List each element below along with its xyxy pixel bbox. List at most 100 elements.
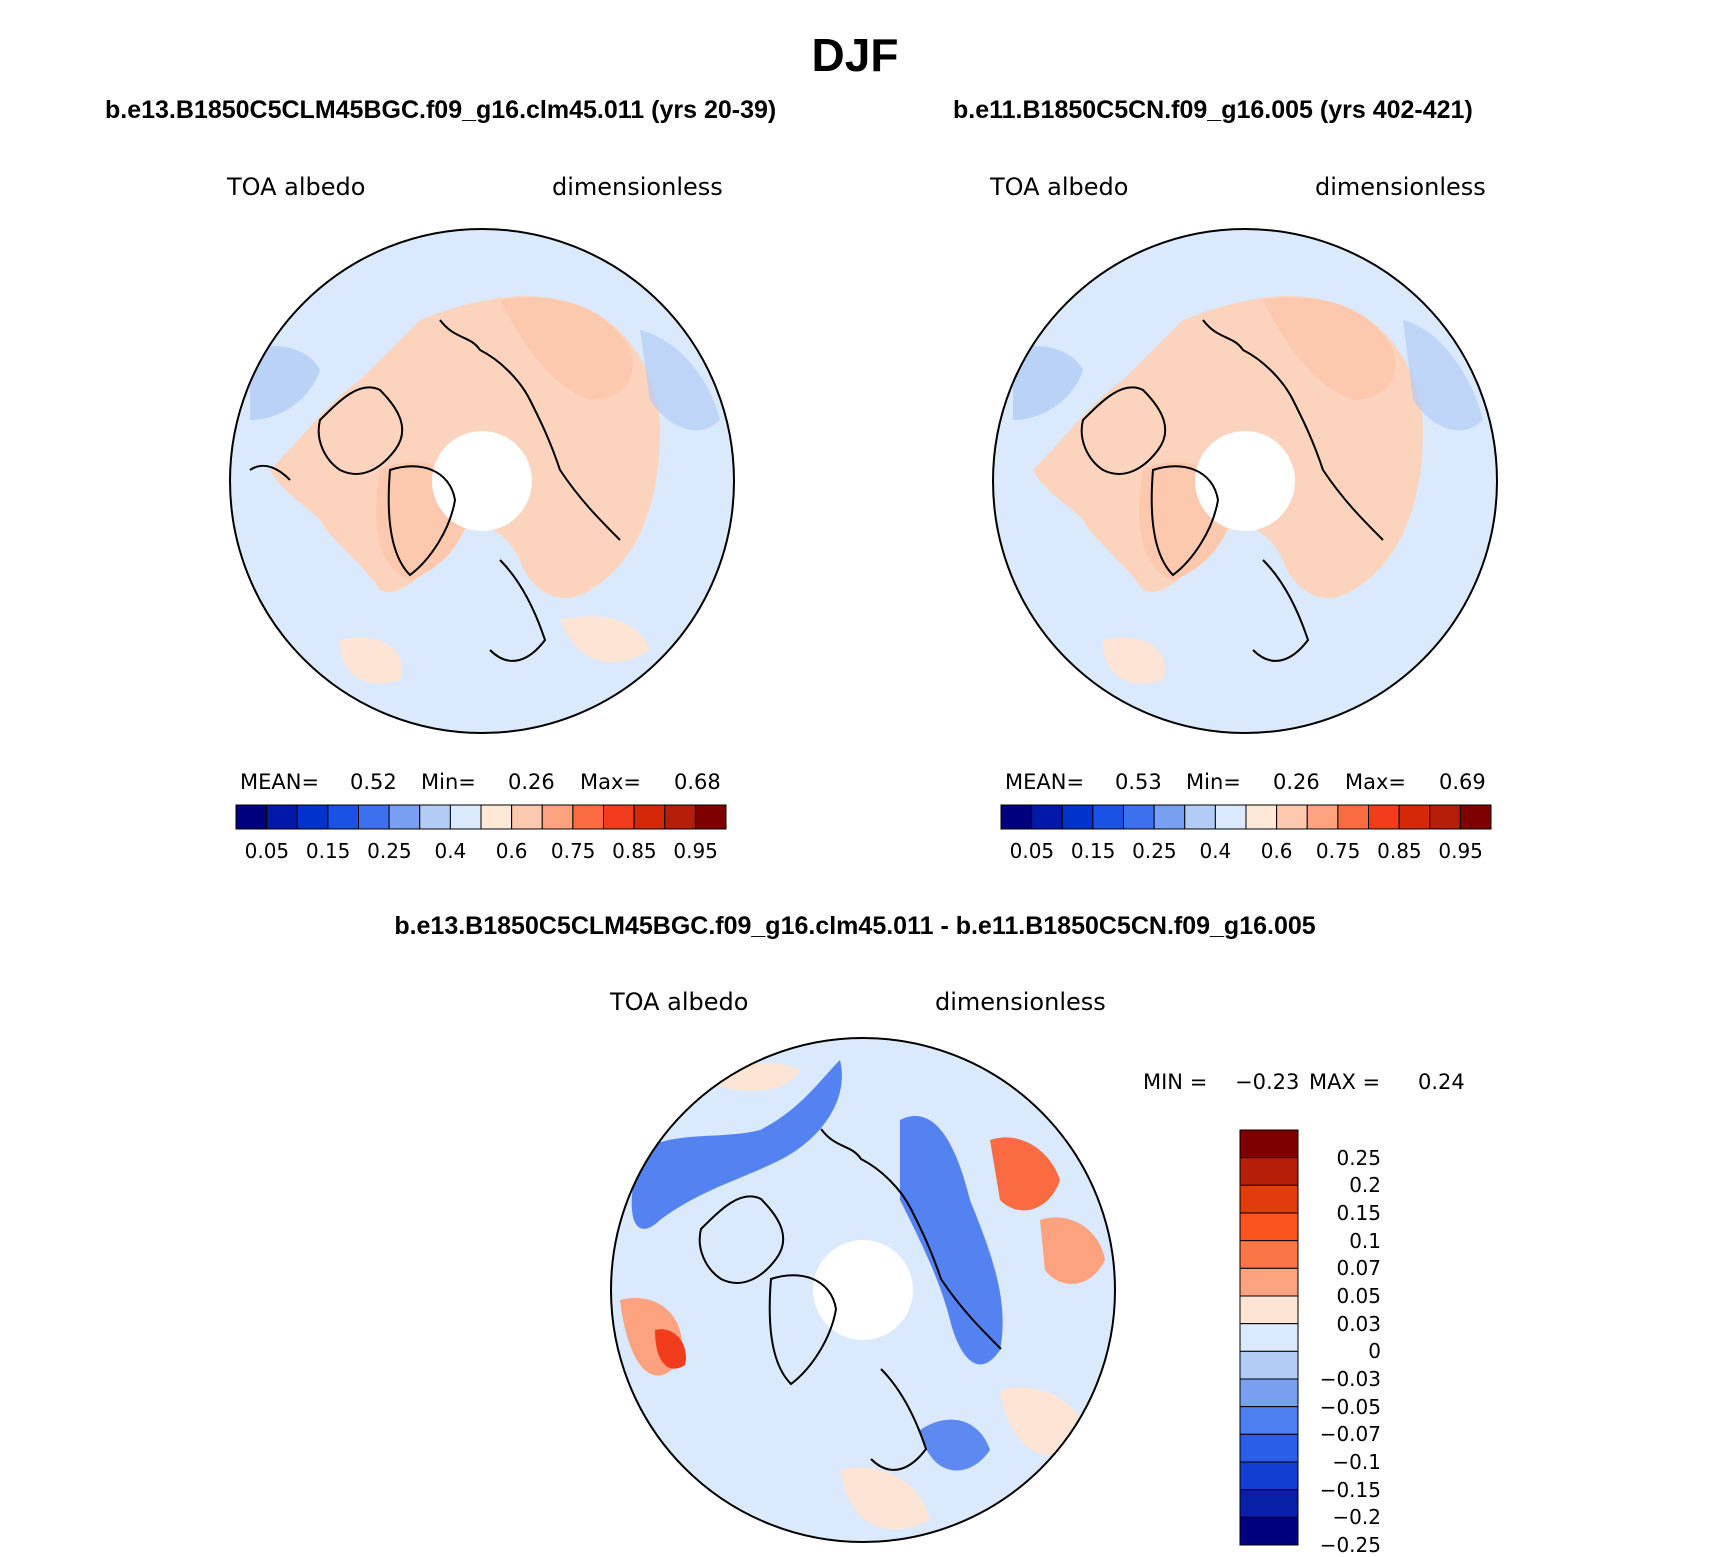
colorbar-diff-tick-label: −0.07 <box>1319 1422 1381 1447</box>
colorbar-swatch <box>449 804 482 830</box>
colorbar-swatch <box>511 804 543 830</box>
coastlines-panel2 <box>1080 319 1384 662</box>
diff-min-value: −0.23 <box>1235 1070 1300 1094</box>
colorbar-panel1 <box>235 804 727 830</box>
diff-units-label: dimensionless <box>935 988 1106 1016</box>
panel2-case-title: b.e11.B1850C5CN.f09_g16.005 (yrs 402-421… <box>953 96 1473 124</box>
colorbar-diff-swatch <box>1239 1212 1299 1242</box>
colorbar-swatch <box>1429 804 1461 830</box>
panel1-mean-value: 0.52 <box>350 770 397 794</box>
colorbar-tick-label: 0.15 <box>305 839 351 863</box>
diff-min-label: MIN = <box>1143 1070 1208 1094</box>
colorbar-swatch <box>1061 804 1094 830</box>
diff-max-label: MAX = <box>1309 1070 1381 1094</box>
map-border-panel1 <box>229 228 735 734</box>
colorbar-diff-swatch <box>1239 1461 1299 1491</box>
panel2-min-label: Min= <box>1186 770 1241 794</box>
coastlines-diff <box>698 1128 1002 1471</box>
colorbar-diff-swatch <box>1239 1184 1299 1214</box>
colorbar-diff-swatch <box>1239 1378 1299 1408</box>
panel2-mean-label: MEAN= <box>1005 770 1085 794</box>
pole-hole-diff <box>813 1240 913 1340</box>
colorbar-diff-swatch <box>1239 1350 1299 1380</box>
colorbar-swatch <box>1092 804 1124 830</box>
colorbar-swatch <box>1000 804 1033 830</box>
panel2-max-label: Max= <box>1345 770 1407 794</box>
colorbar-tick-label: 0.25 <box>1132 839 1177 863</box>
colorbar-diff-tick-label: 0.07 <box>1336 1256 1381 1281</box>
colorbar-swatch <box>1276 804 1308 830</box>
colorbar-diff-swatch <box>1239 1267 1299 1297</box>
colorbar-tick-label: 0.85 <box>1377 839 1422 863</box>
colorbar-swatch <box>1123 804 1155 830</box>
colorbar-diff-swatch <box>1239 1240 1299 1269</box>
colorbar-swatch <box>694 804 727 830</box>
colorbar-diff-tick-label: 0.05 <box>1336 1284 1381 1308</box>
colorbar-swatch <box>1459 804 1492 830</box>
pole-hole-panel1 <box>432 431 532 531</box>
colorbar-diff <box>1239 1129 1299 1546</box>
colorbar-diff-tick-label: −0.05 <box>1319 1394 1381 1419</box>
colorbar-diff-swatch <box>1239 1489 1299 1518</box>
colorbar-swatch <box>358 804 390 830</box>
colorbar-swatch <box>664 804 696 830</box>
colorbar-swatch <box>541 804 574 830</box>
colorbar-tick-label: 0.4 <box>1199 839 1232 863</box>
colorbar-tick-label: 0.4 <box>434 839 467 863</box>
colorbar-diff-swatch <box>1239 1433 1299 1463</box>
colorbar-tick-label: 0.95 <box>1438 839 1483 863</box>
colorbar-diff-tick-label: 0.15 <box>1336 1201 1381 1225</box>
diff-variable-label: TOA albedo <box>610 988 749 1016</box>
colorbar-diff-tick-label: 0 <box>1368 1339 1381 1364</box>
panel2-variable-label: TOA albedo <box>990 173 1129 201</box>
panel1-max-value: 0.68 <box>674 770 721 794</box>
colorbar-diff-tick-label: 0.03 <box>1336 1311 1381 1336</box>
colorbar-diff-swatch <box>1239 1406 1299 1435</box>
colorbar-swatch <box>419 804 451 830</box>
colorbar-swatch <box>1337 804 1369 830</box>
colorbar-diff-swatch <box>1239 1157 1299 1186</box>
figure-title: DJF <box>811 29 899 81</box>
colorbar-diff-swatch <box>1239 1323 1299 1352</box>
colorbar-swatch <box>633 804 666 830</box>
colorbar-tick-label: 0.05 <box>244 839 290 863</box>
colorbar-swatch <box>1368 804 1400 830</box>
colorbar-tick-label: 0.6 <box>495 839 528 863</box>
colorbar-diff-tick-label: −0.03 <box>1319 1367 1381 1391</box>
panel2-mean-value: 0.53 <box>1115 770 1162 794</box>
colorbar-tick-label: 0.75 <box>550 839 596 863</box>
colorbar-diff-swatch <box>1239 1129 1299 1159</box>
colorbar-diff-tick-label: −0.2 <box>1332 1505 1381 1530</box>
panel1-case-title: b.e13.B1850C5CLM45BGC.f09_g16.clm45.011 … <box>105 96 777 124</box>
panel1-units-label: dimensionless <box>552 173 723 201</box>
colorbar-swatch <box>572 804 604 830</box>
colorbar-diff-tick-label: 0.2 <box>1349 1173 1381 1198</box>
colorbar-diff-swatch <box>1239 1516 1299 1546</box>
colorbar-tick-label: 0.15 <box>1070 839 1116 863</box>
colorbar-panel2 <box>1000 804 1492 830</box>
colorbar-tick-label: 0.75 <box>1315 839 1361 863</box>
colorbar-diff-tick-label: −0.15 <box>1319 1477 1381 1502</box>
colorbar-diff-swatch <box>1239 1295 1299 1325</box>
colorbar-swatch <box>296 804 329 830</box>
colorbar-diff-tick-label: 0.1 <box>1349 1228 1381 1253</box>
panel2-max-value: 0.69 <box>1439 770 1486 794</box>
colorbar-swatch <box>388 804 421 830</box>
colorbar-tick-label: 0.6 <box>1260 839 1293 863</box>
panel1-min-value: 0.26 <box>508 770 555 794</box>
colorbar-swatch <box>1214 804 1247 830</box>
panel2-min-value: 0.26 <box>1273 770 1320 794</box>
diff-case-title: b.e13.B1850C5CLM45BGC.f09_g16.clm45.011 … <box>394 912 1316 940</box>
panel1-variable-label: TOA albedo <box>227 173 366 201</box>
colorbar-diff-tick-label: 0.25 <box>1336 1145 1381 1170</box>
diff-max-value: 0.24 <box>1418 1070 1465 1094</box>
albedo-field-panel2 <box>993 229 1497 733</box>
pole-hole-panel2 <box>1195 431 1295 531</box>
panel1-mean-label: MEAN= <box>240 770 320 794</box>
colorbar-tick-label: 0.25 <box>367 839 412 863</box>
colorbar-swatch <box>266 804 298 830</box>
colorbar-tick-label: 0.85 <box>612 839 657 863</box>
